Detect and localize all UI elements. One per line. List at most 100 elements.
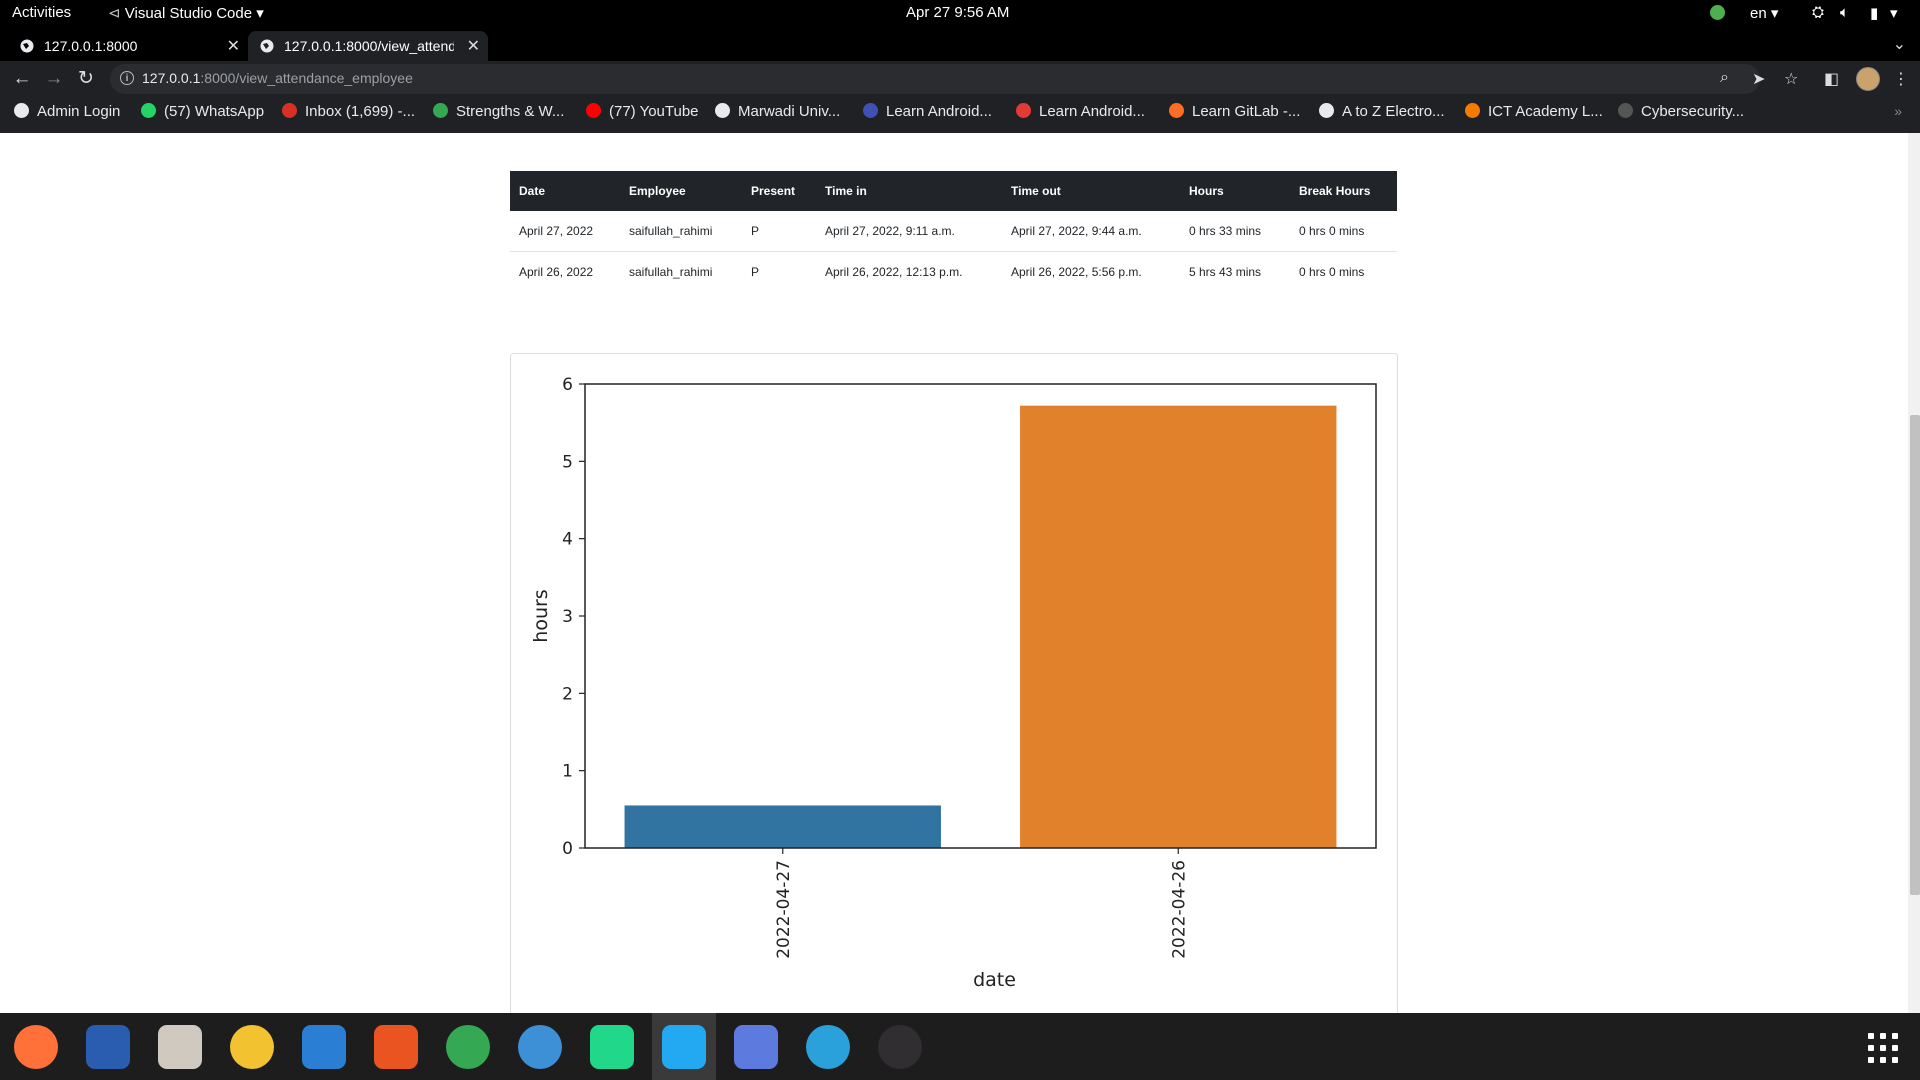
url-text[interactable]: 127.0.0.1:8000/view_attendance_employee xyxy=(142,70,413,86)
telegram-icon[interactable] xyxy=(806,1025,850,1069)
software-icon[interactable] xyxy=(374,1025,418,1069)
page-scrollbar-thumb[interactable] xyxy=(1910,415,1920,895)
volume-icon[interactable]: 🔈︎ xyxy=(1840,4,1850,21)
address-bar[interactable]: i 127.0.0.1:8000/view_attendance_employe… xyxy=(110,64,1760,94)
bookmark-label: Strengths & W... xyxy=(456,103,565,120)
bookmark-item[interactable]: Learn GitLab -... xyxy=(1169,103,1300,125)
network-icon[interactable]: ⛭ xyxy=(1812,4,1825,21)
bookmark-label: Inbox (1,699) -... xyxy=(305,103,416,120)
y-tick-label: 2 xyxy=(562,684,573,704)
bookmark-item[interactable]: Admin Login xyxy=(14,103,120,125)
system-top-bar: Activities ⊲ Visual Studio Code ▾ Apr 27… xyxy=(0,0,1920,27)
bar-2022-04-26 xyxy=(1020,405,1337,848)
update-status-icon[interactable] xyxy=(1710,5,1725,20)
table-cell: April 27, 2022 xyxy=(510,211,620,252)
app-menu[interactable]: ⊲ Visual Studio Code ▾ xyxy=(108,4,264,22)
battery-icon[interactable]: ▮ xyxy=(1870,5,1879,22)
menu-kebab-icon[interactable]: ⋮ xyxy=(1893,71,1909,88)
bookmark-item[interactable]: Learn Android... xyxy=(863,103,992,125)
screenshot-icon[interactable] xyxy=(734,1025,778,1069)
firefox-icon[interactable] xyxy=(14,1025,58,1069)
back-icon[interactable]: ← xyxy=(12,68,32,89)
forward-icon[interactable]: → xyxy=(44,68,64,89)
bookmark-item[interactable]: Cybersecurity... xyxy=(1618,103,1744,125)
side-panel-icon[interactable]: ◧ xyxy=(1824,71,1840,88)
table-cell: 0 hrs 0 mins xyxy=(1290,211,1397,252)
help-icon[interactable] xyxy=(518,1025,562,1069)
table-cell: April 27, 2022, 9:44 a.m. xyxy=(1002,211,1180,252)
obs-icon[interactable] xyxy=(878,1025,922,1069)
tab-home[interactable]: 127.0.0.1:8000 ✕ xyxy=(8,31,248,61)
column-header: Employee xyxy=(620,171,742,211)
globe-icon xyxy=(715,103,730,118)
table-cell: P xyxy=(751,265,760,279)
globe-icon xyxy=(1319,103,1334,118)
show-applications-icon[interactable] xyxy=(1868,1033,1898,1063)
bookmark-item[interactable]: A to Z Electro... xyxy=(1319,103,1445,125)
app-name: Visual Studio Code xyxy=(124,5,253,22)
system-menu-chevron-icon[interactable]: ▾ xyxy=(1890,5,1898,22)
table-cell: April 27, 2022, 9:11 a.m. xyxy=(816,211,1002,252)
bookmark-label: Learn GitLab -... xyxy=(1192,103,1301,120)
globe-icon xyxy=(20,39,34,53)
y-tick-label: 1 xyxy=(562,762,573,782)
writer-icon[interactable] xyxy=(302,1025,346,1069)
bookmark-label: Admin Login xyxy=(37,103,121,120)
bookmark-item[interactable]: Strengths & W... xyxy=(433,103,564,125)
bookmark-star-icon[interactable]: ☆ xyxy=(1784,71,1799,88)
bookmark-item[interactable]: (57) WhatsApp xyxy=(141,103,264,125)
chrome-icon[interactable] xyxy=(446,1025,490,1069)
column-header: Present xyxy=(742,171,816,211)
y-axis-label: hours xyxy=(530,589,552,642)
browser-toolbar: ← → ↻ i 127.0.0.1:8000/view_attendance_e… xyxy=(0,61,1920,97)
clock[interactable]: Apr 27 9:56 AM xyxy=(906,4,1010,21)
tab-view-attendance[interactable]: 127.0.0.1:8000/view_attendance_employee … xyxy=(248,31,488,61)
bookmark-label: Cybersecurity... xyxy=(1641,103,1745,120)
y-tick-label: 4 xyxy=(562,530,573,550)
thunderbird-icon[interactable] xyxy=(86,1025,130,1069)
bookmark-label: Marwadi Univ... xyxy=(738,103,841,120)
x-tick-label: 2022-04-26 xyxy=(1169,860,1189,959)
close-tab-icon[interactable]: ✕ xyxy=(466,38,480,55)
bookmark-item[interactable]: (77) YouTube xyxy=(586,103,699,125)
bookmark-item[interactable]: Marwadi Univ... xyxy=(715,103,840,125)
tab-search-chevron-icon[interactable]: ⌄ xyxy=(1892,36,1906,53)
gitlab-icon xyxy=(1169,103,1184,118)
reload-icon[interactable]: ↻ xyxy=(78,68,94,89)
bookmark-label: A to Z Electro... xyxy=(1342,103,1445,120)
bar-2022-04-27 xyxy=(624,805,941,848)
cybersecurity-icon xyxy=(1618,103,1633,118)
vscode-icon[interactable] xyxy=(662,1025,706,1069)
close-tab-icon[interactable]: ✕ xyxy=(226,38,240,55)
x-axis-label: date xyxy=(973,969,1016,991)
y-tick-label: 3 xyxy=(562,607,573,627)
language-label: en xyxy=(1750,5,1767,22)
table-cell: saifullah_rahimi xyxy=(629,265,713,279)
more-bookmarks-icon[interactable]: » xyxy=(1894,103,1902,119)
column-header: Hours xyxy=(1180,171,1290,211)
bookmark-item[interactable]: ICT Academy L... xyxy=(1465,103,1603,125)
rhythmbox-icon[interactable] xyxy=(230,1025,274,1069)
files-icon[interactable] xyxy=(158,1025,202,1069)
avatar[interactable] xyxy=(1856,67,1880,91)
table-cell: April 26, 2022 xyxy=(519,265,594,279)
tab-title: 127.0.0.1:8000/view_attendance_employee xyxy=(284,38,454,54)
bookmark-item[interactable]: Learn Android... xyxy=(1016,103,1145,125)
zoom-icon[interactable]: ⌕ xyxy=(1720,69,1729,86)
pycharm-icon[interactable] xyxy=(590,1025,634,1069)
bookmark-label: ICT Academy L... xyxy=(1488,103,1603,120)
table-cell: 0 hrs 0 mins xyxy=(1299,265,1365,279)
site-info-icon[interactable]: i xyxy=(120,71,134,85)
language-indicator[interactable]: en ▾ xyxy=(1750,5,1779,22)
bookmark-item[interactable]: Inbox (1,699) -... xyxy=(282,103,415,125)
ict-academy-icon xyxy=(1465,103,1480,118)
bookmark-label: (77) YouTube xyxy=(609,103,699,120)
activities-button[interactable]: Activities xyxy=(12,4,72,21)
bookmark-label: (57) WhatsApp xyxy=(164,103,265,120)
table-header-row: Date Employee Present Time in Time out H… xyxy=(510,171,1397,211)
y-tick-label: 5 xyxy=(562,452,573,472)
bookmark-label: Learn Android... xyxy=(1039,103,1145,120)
send-icon[interactable]: ➤ xyxy=(1752,71,1766,88)
column-header: Time in xyxy=(816,171,1002,211)
vscode-small-icon: ⊲ xyxy=(108,5,125,22)
